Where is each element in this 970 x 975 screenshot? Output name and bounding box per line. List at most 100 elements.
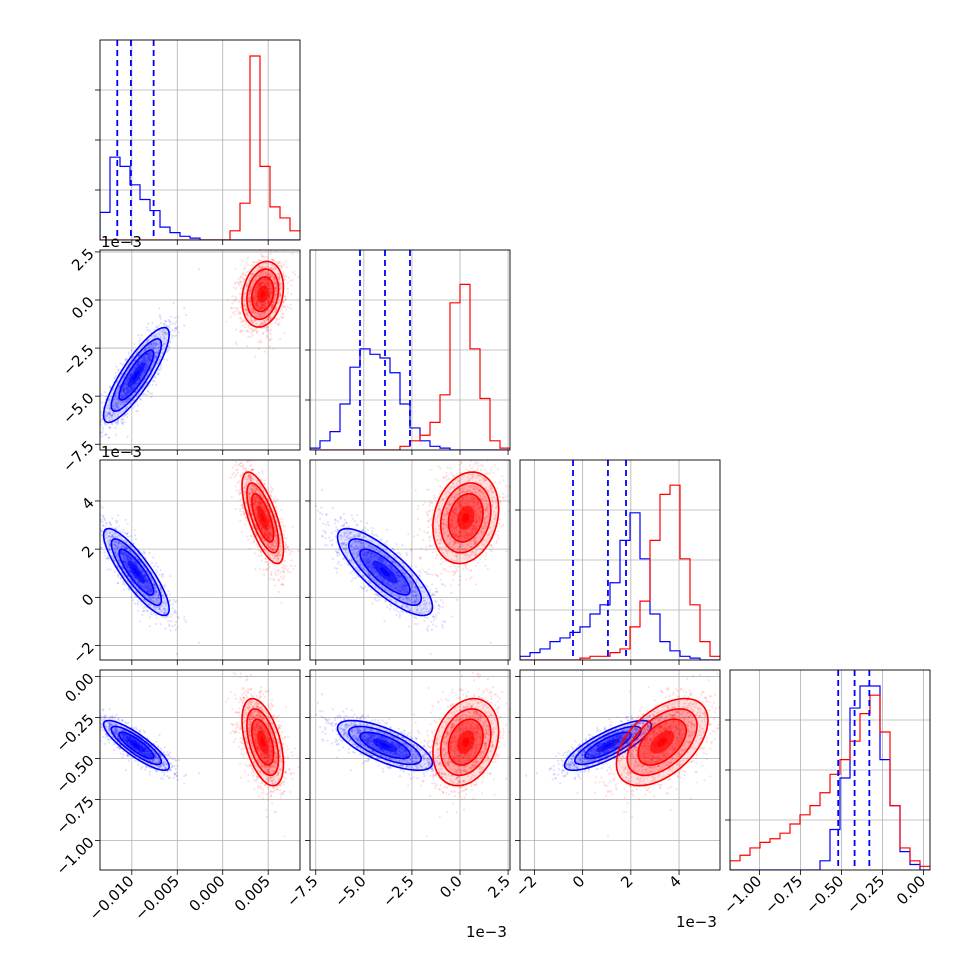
scatter-point <box>140 334 142 336</box>
scatter-point <box>279 338 281 340</box>
scatter-point <box>246 261 248 263</box>
scatter-point <box>168 623 170 625</box>
scatter-point <box>198 642 200 644</box>
scatter-point <box>174 330 176 332</box>
scatter-point <box>290 293 292 295</box>
scatter-point <box>162 573 164 575</box>
scatter-point <box>101 435 103 437</box>
scatter-point <box>104 391 106 393</box>
scatter-point <box>280 601 282 603</box>
scatter-point <box>159 569 161 571</box>
scatter-point <box>101 534 103 536</box>
scatter-point <box>265 568 267 570</box>
scatter-point <box>243 458 245 460</box>
scatter-point <box>236 489 238 491</box>
scatter-point <box>93 424 95 426</box>
scatter-point <box>241 284 243 286</box>
scatter-point <box>264 256 266 258</box>
scatter-point <box>183 307 185 309</box>
scatter-point <box>111 423 113 425</box>
scatter-point <box>238 278 240 280</box>
scatter-point <box>101 521 103 523</box>
scatter-point <box>95 528 97 530</box>
scatter-point <box>291 253 293 255</box>
scatter-point <box>234 310 236 312</box>
scatter-point <box>154 375 156 377</box>
scatter-point <box>166 349 168 351</box>
scatter-point <box>270 333 272 335</box>
scatter-point <box>294 565 296 567</box>
scatter-point <box>158 324 160 326</box>
scatter-point <box>127 536 129 538</box>
scatter-point <box>235 508 237 510</box>
scatter-point <box>283 565 285 567</box>
scatter-point <box>155 562 157 564</box>
scatter-point <box>274 322 276 324</box>
scatter-point <box>174 317 176 319</box>
scatter-point <box>246 345 248 347</box>
scatter-point <box>234 464 236 466</box>
joint-panel <box>82 433 300 665</box>
scatter-point <box>287 568 289 570</box>
scatter-point <box>158 574 160 576</box>
scatter-point <box>97 432 99 434</box>
scatter-point <box>115 366 117 368</box>
scatter-point <box>260 253 262 255</box>
scatter-point <box>275 570 277 572</box>
scatter-point <box>115 372 117 374</box>
scatter-point <box>143 393 145 395</box>
scatter-point <box>148 329 150 331</box>
scatter-point <box>151 392 153 394</box>
scatter-point <box>231 295 233 297</box>
scatter-point <box>253 261 255 263</box>
scatter-point <box>225 321 227 323</box>
scatter-point <box>137 410 139 412</box>
scatter-point <box>235 341 237 343</box>
scatter-point <box>108 437 110 439</box>
scatter-point <box>234 451 236 453</box>
scatter-point <box>141 614 143 616</box>
scatter-point <box>149 392 151 394</box>
scatter-point <box>272 348 274 350</box>
scatter-point <box>283 534 285 536</box>
scatter-point <box>261 341 263 343</box>
scatter-point <box>98 535 100 537</box>
scatter-point <box>126 413 128 415</box>
scatter-point <box>185 314 187 316</box>
scatter-point <box>233 307 235 309</box>
scatter-point <box>167 620 169 622</box>
scatter-point <box>98 420 100 422</box>
scatter-point <box>238 301 240 303</box>
scatter-point <box>127 523 129 525</box>
scatter-point <box>239 493 241 495</box>
scatter-point <box>105 522 107 524</box>
scatter-point <box>126 416 128 418</box>
scatter-point <box>174 624 176 626</box>
scatter-point <box>234 267 236 269</box>
scatter-point <box>101 402 103 404</box>
scatter-point <box>117 576 119 578</box>
scatter-point <box>183 325 185 327</box>
histogram-red <box>100 56 300 240</box>
scatter-point <box>279 518 281 520</box>
scatter-point <box>152 613 154 615</box>
scatter-point <box>278 318 280 320</box>
scatter-point <box>250 332 252 334</box>
scatter-point <box>139 337 141 339</box>
scatter-point <box>266 256 268 258</box>
scatter-point <box>97 430 99 432</box>
scatter-point <box>258 259 260 261</box>
scatter-point <box>236 309 238 311</box>
scatter-point <box>163 323 165 325</box>
scatter-point <box>100 530 102 532</box>
scatter-point <box>146 329 148 331</box>
scatter-point <box>233 441 235 443</box>
scatter-point <box>285 260 287 262</box>
scatter-point <box>155 623 157 625</box>
scatter-point <box>276 320 278 322</box>
scatter-point <box>178 617 180 619</box>
scatter-point <box>157 373 159 375</box>
scatter-point <box>122 423 124 425</box>
scatter-point <box>269 578 271 580</box>
scatter-point <box>242 330 244 332</box>
